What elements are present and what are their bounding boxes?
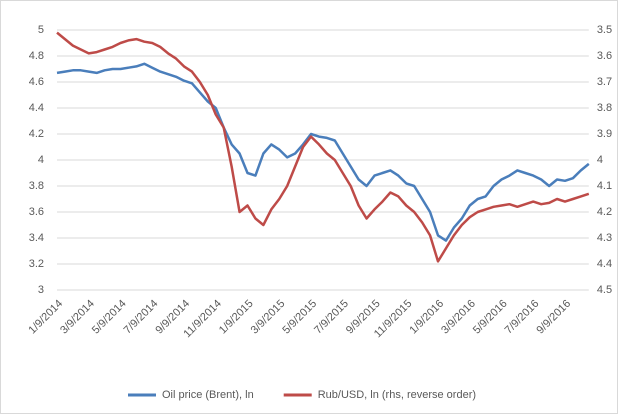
series-line bbox=[56, 31, 590, 263]
y-tick-label: 3.8 bbox=[29, 180, 44, 192]
legend-label: Oil price (Brent), ln bbox=[162, 389, 254, 401]
legend-label: Rub/USD, ln (rhs, reverse order) bbox=[318, 389, 476, 401]
y-tick-label: 4.6 bbox=[29, 76, 44, 88]
y-tick-label: 3.4 bbox=[29, 232, 44, 244]
y-tick-label: 5 bbox=[38, 24, 44, 36]
y-tick-label: 4 bbox=[38, 154, 44, 166]
y2-tick-label: 4.2 bbox=[597, 206, 612, 218]
y2-tick-label: 4 bbox=[597, 154, 603, 166]
y2-tick-label: 4.1 bbox=[597, 180, 612, 192]
y2-tick-label: 3.5 bbox=[597, 24, 612, 36]
y2-tick-label: 3.7 bbox=[597, 76, 612, 88]
y-tick-label: 4.4 bbox=[29, 102, 44, 114]
y2-tick-label: 4.5 bbox=[597, 284, 612, 296]
y2-tick-label: 3.6 bbox=[597, 50, 612, 62]
y-tick-label: 3.2 bbox=[29, 258, 44, 270]
y2-tick-label: 4.4 bbox=[597, 258, 612, 270]
y2-tick-label: 3.8 bbox=[597, 102, 612, 114]
y2-tick-label: 3.9 bbox=[597, 128, 612, 140]
y-tick-label: 4.8 bbox=[29, 50, 44, 62]
y-tick-label: 3.6 bbox=[29, 206, 44, 218]
y-tick-label: 3 bbox=[38, 284, 44, 296]
y-tick-label: 4.2 bbox=[29, 128, 44, 140]
series-line bbox=[56, 62, 590, 242]
y2-tick-label: 4.3 bbox=[597, 232, 612, 244]
